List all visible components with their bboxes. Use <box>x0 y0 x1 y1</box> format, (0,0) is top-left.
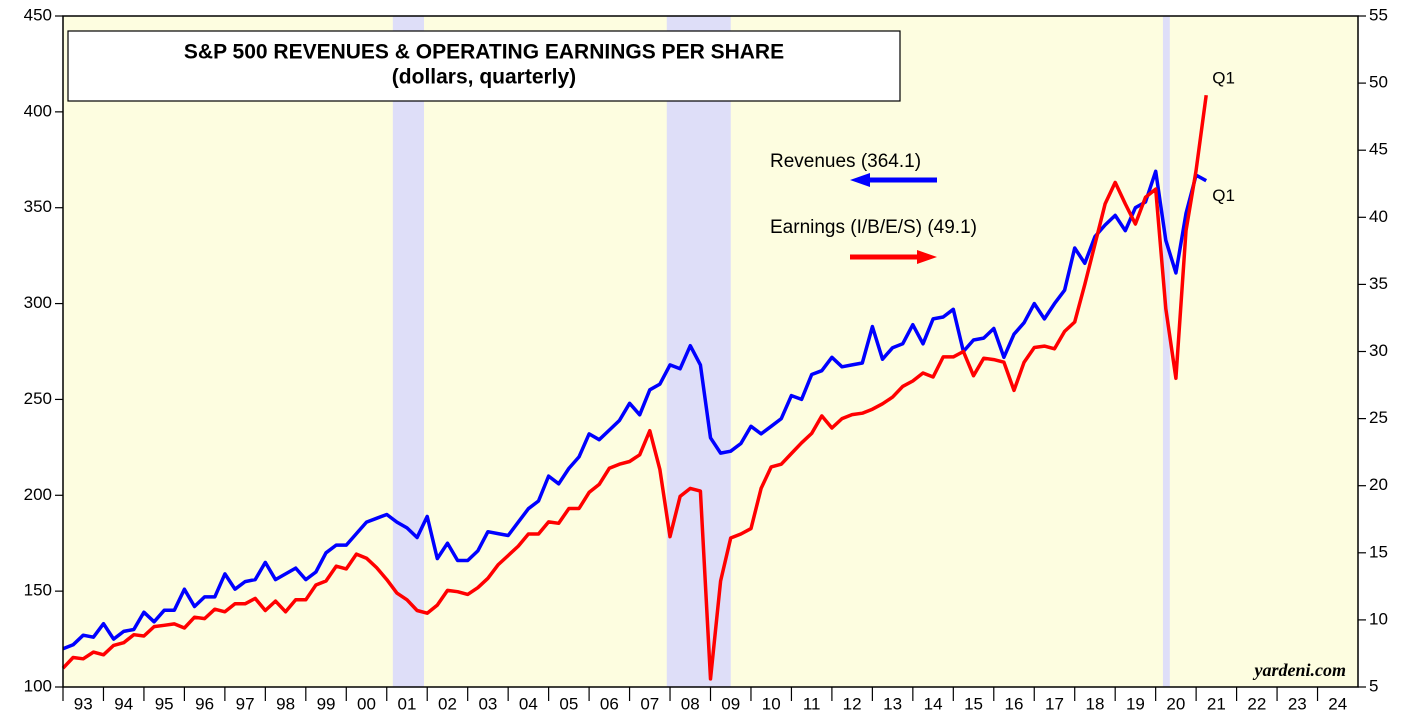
x-tick-label: 23 <box>1288 694 1307 713</box>
y2-tick-label: 25 <box>1369 408 1388 427</box>
x-tick-label: 02 <box>438 694 457 713</box>
y2-tick-label: 55 <box>1369 5 1388 24</box>
recession-band <box>1162 16 1170 687</box>
x-tick-label: 00 <box>357 694 376 713</box>
y-tick-label: 450 <box>24 5 52 24</box>
y-tick-label: 300 <box>24 293 52 312</box>
x-tick-label: 20 <box>1166 694 1185 713</box>
legend-arrowhead <box>917 250 937 264</box>
series-line <box>61 94 1208 681</box>
x-tick-label: 09 <box>721 694 740 713</box>
annotation: Q1 <box>1212 69 1235 88</box>
x-tick-label: 97 <box>236 694 255 713</box>
x-tick-label: 08 <box>681 694 700 713</box>
y-tick-label: 100 <box>24 676 52 695</box>
y-tick-label: 350 <box>24 197 52 216</box>
legend-label: Earnings (I/B/E/S) (49.1) <box>770 217 977 238</box>
series-line <box>62 169 1208 651</box>
source: yardeni.com <box>1253 660 1347 680</box>
annotation: Q1 <box>1212 186 1235 205</box>
x-tick-label: 04 <box>519 694 538 713</box>
chart-subtitle: (dollars, quarterly) <box>392 66 576 89</box>
x-tick-label: 03 <box>478 694 497 713</box>
y2-tick-label: 20 <box>1369 475 1388 494</box>
y2-tick-label: 30 <box>1369 341 1388 360</box>
recession-band <box>666 16 731 687</box>
x-tick-label: 93 <box>74 694 93 713</box>
x-tick-label: 22 <box>1247 694 1266 713</box>
y-tick-label: 150 <box>24 581 52 600</box>
x-tick-label: 17 <box>1045 694 1064 713</box>
y2-tick-label: 35 <box>1369 274 1388 293</box>
x-tick-label: 98 <box>276 694 295 713</box>
y2-tick-label: 10 <box>1369 609 1388 628</box>
legend-arrowhead <box>850 173 870 187</box>
x-tick-label: 14 <box>924 694 943 713</box>
chart-title: S&P 500 REVENUES & OPERATING EARNINGS PE… <box>184 41 784 64</box>
x-tick-label: 18 <box>1085 694 1104 713</box>
x-tick-label: 01 <box>398 694 417 713</box>
y2-tick-label: 40 <box>1369 207 1388 226</box>
x-tick-label: 12 <box>843 694 862 713</box>
x-tick-label: 94 <box>114 694 133 713</box>
x-tick-label: 06 <box>600 694 619 713</box>
x-tick-label: 15 <box>964 694 983 713</box>
y2-tick-label: 50 <box>1369 73 1388 92</box>
y-tick-label: 400 <box>24 101 52 120</box>
x-tick-label: 19 <box>1126 694 1145 713</box>
legend-label: Revenues (364.1) <box>770 151 921 172</box>
y2-tick-label: 45 <box>1369 140 1388 159</box>
recession-band <box>392 16 424 687</box>
x-tick-label: 95 <box>155 694 174 713</box>
x-tick-label: 05 <box>559 694 578 713</box>
x-tick-label: 21 <box>1207 694 1226 713</box>
x-tick-label: 11 <box>803 694 821 713</box>
x-tick-label: 13 <box>883 694 902 713</box>
title-box <box>67 30 901 102</box>
x-tick-label: 16 <box>1005 694 1024 713</box>
y-tick-label: 250 <box>24 389 52 408</box>
y2-tick-label: 5 <box>1369 676 1378 695</box>
y-tick-label: 200 <box>24 485 52 504</box>
y2-tick-label: 15 <box>1369 542 1388 561</box>
x-tick-label: 10 <box>762 694 781 713</box>
x-tick-label: 24 <box>1328 694 1347 713</box>
x-tick-label: 99 <box>317 694 336 713</box>
x-tick-label: 07 <box>640 694 659 713</box>
x-tick-label: 96 <box>195 694 214 713</box>
